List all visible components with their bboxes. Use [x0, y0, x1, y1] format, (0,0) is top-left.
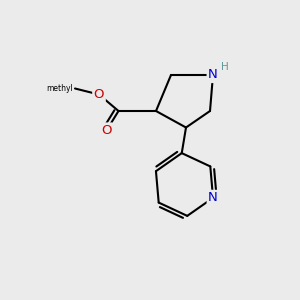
- Text: methyl: methyl: [46, 84, 73, 93]
- Text: O: O: [101, 124, 112, 137]
- Text: N: N: [208, 68, 218, 82]
- Text: H: H: [220, 61, 228, 72]
- Text: O: O: [94, 88, 104, 101]
- Text: N: N: [208, 191, 218, 204]
